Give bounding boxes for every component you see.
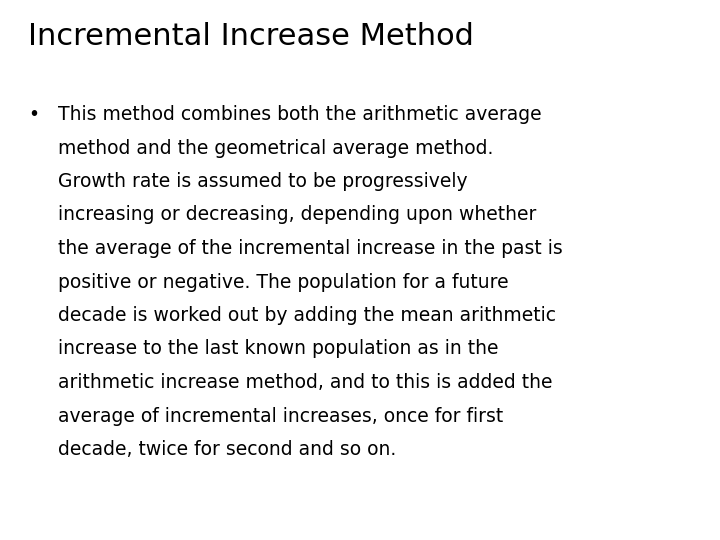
- Text: decade is worked out by adding the mean arithmetic: decade is worked out by adding the mean …: [58, 306, 556, 325]
- Text: average of incremental increases, once for first: average of incremental increases, once f…: [58, 407, 503, 426]
- Text: This method combines both the arithmetic average: This method combines both the arithmetic…: [58, 105, 541, 124]
- Text: method and the geometrical average method.: method and the geometrical average metho…: [58, 138, 493, 158]
- Text: decade, twice for second and so on.: decade, twice for second and so on.: [58, 440, 396, 459]
- Text: the average of the incremental increase in the past is: the average of the incremental increase …: [58, 239, 563, 258]
- Text: increase to the last known population as in the: increase to the last known population as…: [58, 340, 498, 359]
- Text: arithmetic increase method, and to this is added the: arithmetic increase method, and to this …: [58, 373, 552, 392]
- Text: positive or negative. The population for a future: positive or negative. The population for…: [58, 273, 508, 292]
- Text: Incremental Increase Method: Incremental Increase Method: [28, 22, 474, 51]
- Text: Growth rate is assumed to be progressively: Growth rate is assumed to be progressive…: [58, 172, 467, 191]
- Text: •: •: [28, 105, 39, 124]
- Text: increasing or decreasing, depending upon whether: increasing or decreasing, depending upon…: [58, 206, 536, 225]
